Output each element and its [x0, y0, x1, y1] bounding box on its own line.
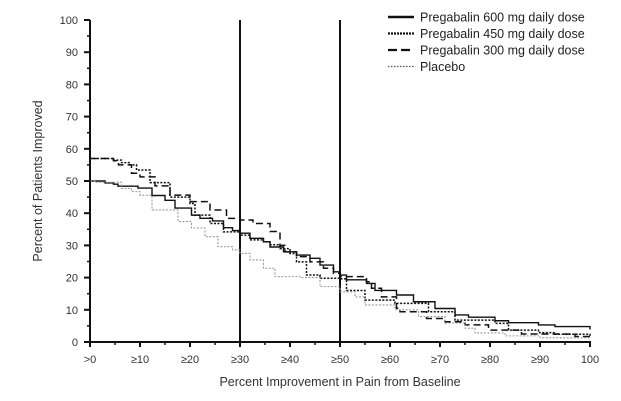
legend-label-2: Pregabalin 450 mg daily dose: [420, 27, 585, 41]
y-tick-label: 60: [66, 144, 78, 156]
x-axis-title: Percent Improvement in Pain from Baselin…: [219, 375, 460, 389]
legend-label-4: Placebo: [420, 60, 465, 74]
reference-lines: [239, 20, 341, 342]
x-tick-label: ≥70: [431, 354, 449, 366]
y-ticks: 0 10 20 30 40 50 60 70 80 90 100: [60, 15, 90, 349]
y-tick-label: 70: [66, 112, 78, 124]
x-tick-label: ≥10: [131, 354, 149, 366]
series-line-2: [90, 157, 591, 336]
x-tick-label: ≥50: [331, 354, 349, 366]
y-tick-label: 90: [66, 47, 78, 59]
y-tick-label: 10: [66, 305, 78, 317]
legend-label-1: Pregabalin 600 mg daily dose: [420, 11, 585, 25]
series-layer: [90, 157, 591, 340]
legend-label-3: Pregabalin 300 mg daily dose: [420, 44, 585, 58]
y-tick-label: 0: [72, 337, 78, 349]
x-tick-label: ≥40: [281, 354, 299, 366]
y-axis-title: Percent of Patients Improved: [31, 100, 45, 261]
y-tick-label: 40: [66, 208, 78, 220]
x-ticks: >0 ≥10 ≥20 ≥30 ≥40 ≥50 ≥60 ≥70 ≥80 ≥90 100: [84, 342, 599, 366]
x-tick-label: ≥90: [531, 354, 549, 366]
x-tick-label: ≥20: [181, 354, 199, 366]
legend: Pregabalin 600 mg daily dose Pregabalin 4…: [388, 11, 585, 74]
x-tick-label: 100: [581, 354, 599, 366]
y-tick-label: 20: [66, 273, 78, 285]
y-tick-label: 30: [66, 240, 78, 252]
y-tick-label: 80: [66, 79, 78, 91]
x-tick-label: ≥30: [231, 354, 249, 366]
x-tick-label: ≥60: [381, 354, 399, 366]
x-tick-label: ≥80: [481, 354, 499, 366]
y-tick-label: 100: [60, 15, 78, 27]
y-tick-label: 50: [66, 176, 78, 188]
x-tick-label: >0: [84, 354, 97, 366]
